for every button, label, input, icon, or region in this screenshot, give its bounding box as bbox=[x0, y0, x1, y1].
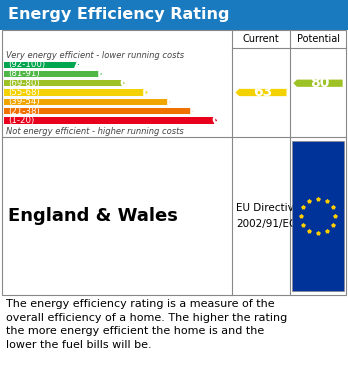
Text: The energy efficiency rating is a measure of the
overall efficiency of a home. T: The energy efficiency rating is a measur… bbox=[6, 299, 287, 350]
Text: Current: Current bbox=[243, 34, 279, 44]
Text: C: C bbox=[120, 77, 129, 90]
Text: Potential: Potential bbox=[296, 34, 340, 44]
Bar bbox=[292, 141, 344, 291]
Polygon shape bbox=[214, 117, 217, 124]
Bar bbox=[4, 99, 167, 105]
Text: G: G bbox=[212, 114, 222, 127]
Text: England & Wales: England & Wales bbox=[8, 207, 178, 225]
Polygon shape bbox=[122, 80, 125, 86]
Bar bbox=[2, 30, 346, 295]
Text: (92-100): (92-100) bbox=[8, 60, 45, 69]
Text: Very energy efficient - lower running costs: Very energy efficient - lower running co… bbox=[6, 51, 184, 60]
Text: E: E bbox=[166, 95, 175, 108]
Polygon shape bbox=[236, 89, 286, 96]
Bar bbox=[4, 80, 122, 86]
Text: 63: 63 bbox=[253, 86, 272, 99]
Text: 2002/91/EC: 2002/91/EC bbox=[236, 219, 296, 229]
Text: B: B bbox=[97, 67, 107, 81]
Bar bbox=[4, 61, 76, 68]
Bar bbox=[4, 117, 214, 124]
Bar bbox=[4, 90, 144, 96]
Text: EU Directive: EU Directive bbox=[236, 203, 300, 213]
Text: (69-80): (69-80) bbox=[8, 79, 40, 88]
Polygon shape bbox=[144, 90, 148, 96]
Text: Energy Efficiency Rating: Energy Efficiency Rating bbox=[8, 7, 229, 23]
Text: (81-91): (81-91) bbox=[8, 70, 40, 79]
Text: A: A bbox=[74, 58, 84, 71]
Bar bbox=[4, 71, 99, 77]
Text: (55-68): (55-68) bbox=[8, 88, 40, 97]
Polygon shape bbox=[190, 108, 193, 114]
Polygon shape bbox=[99, 71, 102, 77]
Polygon shape bbox=[167, 99, 171, 105]
Text: 80: 80 bbox=[310, 76, 330, 90]
Text: (21-38): (21-38) bbox=[8, 107, 40, 116]
Bar bbox=[0, 0, 348, 30]
Text: (1-20): (1-20) bbox=[8, 116, 34, 125]
Polygon shape bbox=[293, 80, 343, 87]
Text: D: D bbox=[142, 86, 153, 99]
Polygon shape bbox=[76, 61, 79, 68]
Text: Not energy efficient - higher running costs: Not energy efficient - higher running co… bbox=[6, 127, 184, 136]
Text: F: F bbox=[188, 104, 197, 118]
Text: (39-54): (39-54) bbox=[8, 97, 40, 106]
Bar bbox=[4, 108, 190, 114]
